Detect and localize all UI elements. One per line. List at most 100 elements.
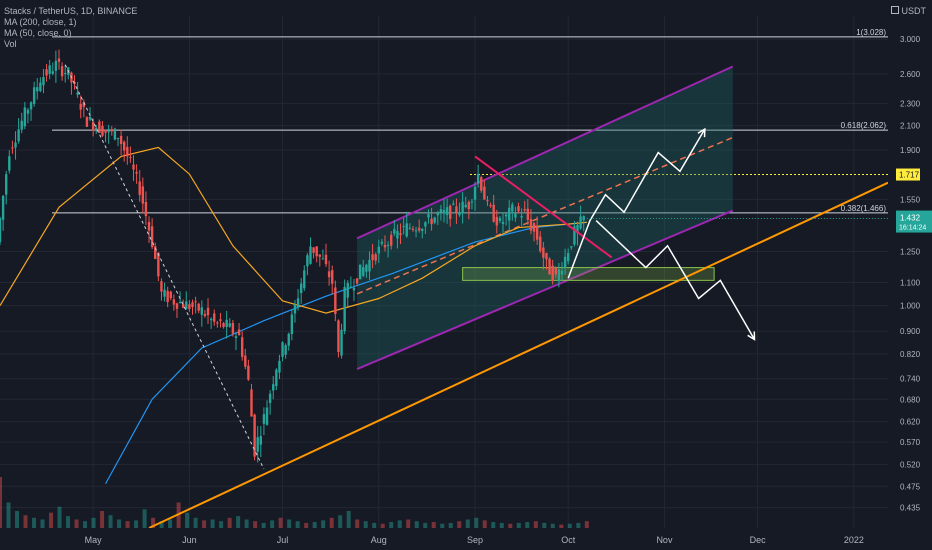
- wedge-line: [474, 155, 613, 259]
- volume-bar: [482, 520, 487, 528]
- candle-body: [290, 314, 294, 334]
- candle-body: [219, 319, 222, 322]
- ma200-legend[interactable]: MA (200, close, 1): [4, 17, 77, 27]
- time-axis: [0, 528, 932, 550]
- y-tick-label: 2.100: [900, 122, 921, 131]
- volume-bar: [15, 511, 20, 528]
- x-tick-label: Sep: [467, 535, 483, 545]
- candle-body: [421, 229, 424, 232]
- candle-body: [427, 214, 430, 218]
- candle-body: [346, 282, 349, 298]
- candle-body: [228, 323, 231, 327]
- key-level-label: 1.717: [899, 171, 920, 180]
- currency-selector[interactable]: USDT: [890, 6, 927, 16]
- volume-legend[interactable]: Vol: [4, 39, 17, 49]
- volume-bar: [125, 521, 130, 528]
- annotations: [64, 64, 889, 529]
- candle-body: [523, 209, 526, 211]
- candle-body: [11, 147, 14, 149]
- bull-projection-arrow-head: [697, 127, 706, 138]
- y-tick-label: 0.680: [900, 395, 921, 404]
- legend: Stacks / TetherUS, 1D, BINANCE MA (200, …: [4, 6, 137, 50]
- candle-body: [98, 121, 101, 134]
- candle-body: [237, 329, 241, 336]
- candle-body: [172, 299, 176, 305]
- volume-bar: [151, 517, 156, 528]
- volume-bar: [304, 522, 309, 528]
- volume-bar: [423, 522, 428, 528]
- candle-body: [439, 209, 443, 213]
- x-tick-label: 2022: [844, 535, 864, 545]
- currency-label: USDT: [901, 6, 927, 16]
- candle-body: [480, 177, 483, 191]
- candle-body: [442, 209, 446, 214]
- ma50-legend[interactable]: MA (50, close, 0): [4, 28, 72, 38]
- candle-body: [244, 355, 247, 367]
- candle-body: [203, 313, 207, 316]
- candle-body: [411, 228, 415, 230]
- candle-body: [95, 127, 98, 131]
- volume-bar: [295, 521, 300, 528]
- candle-body: [225, 319, 228, 328]
- volume-bar: [363, 521, 368, 528]
- candle-body: [566, 252, 570, 262]
- candle-body: [278, 360, 281, 373]
- volume-bar: [74, 519, 79, 528]
- candle-body: [51, 71, 54, 74]
- candle-body: [396, 231, 399, 239]
- candle-body: [517, 206, 520, 212]
- candle-body: [234, 336, 238, 338]
- candle-body: [334, 287, 337, 314]
- fib-label: 0.618(2.062): [841, 121, 887, 130]
- candle-body: [374, 254, 377, 261]
- volume-bar: [542, 522, 547, 528]
- candle-body: [458, 212, 461, 216]
- volume-bar: [312, 522, 317, 528]
- volume-bar: [397, 520, 402, 528]
- symbol-title[interactable]: Stacks / TetherUS, 1D, BINANCE: [4, 6, 138, 16]
- y-tick-label: 2.300: [900, 100, 921, 109]
- candle-body: [554, 267, 557, 275]
- candle-body: [147, 221, 151, 231]
- volume-bar: [508, 523, 513, 528]
- candle-body: [216, 322, 219, 324]
- candle-body: [175, 303, 179, 309]
- candle-body: [5, 174, 8, 195]
- candle-body: [461, 201, 464, 214]
- candle-body: [535, 226, 539, 240]
- volume-bar: [567, 523, 572, 528]
- candle-body: [265, 407, 269, 425]
- volume-bar: [193, 517, 198, 528]
- candle-body: [262, 414, 266, 424]
- candle-body: [476, 173, 480, 184]
- candles: [0, 49, 585, 463]
- candle-body: [132, 164, 135, 170]
- volume-bar: [253, 521, 258, 528]
- candle-body: [343, 286, 346, 332]
- candle-body: [1, 195, 5, 220]
- candle-body: [436, 213, 439, 216]
- candle-body: [362, 267, 365, 276]
- y-tick-label: 1.550: [900, 195, 921, 204]
- volume-bar: [533, 521, 538, 528]
- candle-body: [197, 303, 200, 311]
- candle-body: [122, 141, 126, 151]
- candle-body: [380, 241, 384, 244]
- candle-body: [222, 323, 225, 327]
- candle-body: [464, 204, 467, 208]
- candle-body: [253, 414, 256, 457]
- volume-bar: [321, 520, 326, 528]
- candle-body: [188, 304, 191, 309]
- ma200-line: [105, 221, 587, 485]
- volume-bar: [278, 517, 283, 528]
- candle-body: [104, 129, 107, 133]
- volume-bar: [491, 522, 496, 528]
- candle-body: [240, 337, 244, 357]
- candle-body: [154, 246, 157, 259]
- candle-body: [23, 107, 27, 127]
- candle-body: [54, 60, 58, 71]
- candle-body: [57, 58, 61, 62]
- volume-bar: [584, 521, 589, 528]
